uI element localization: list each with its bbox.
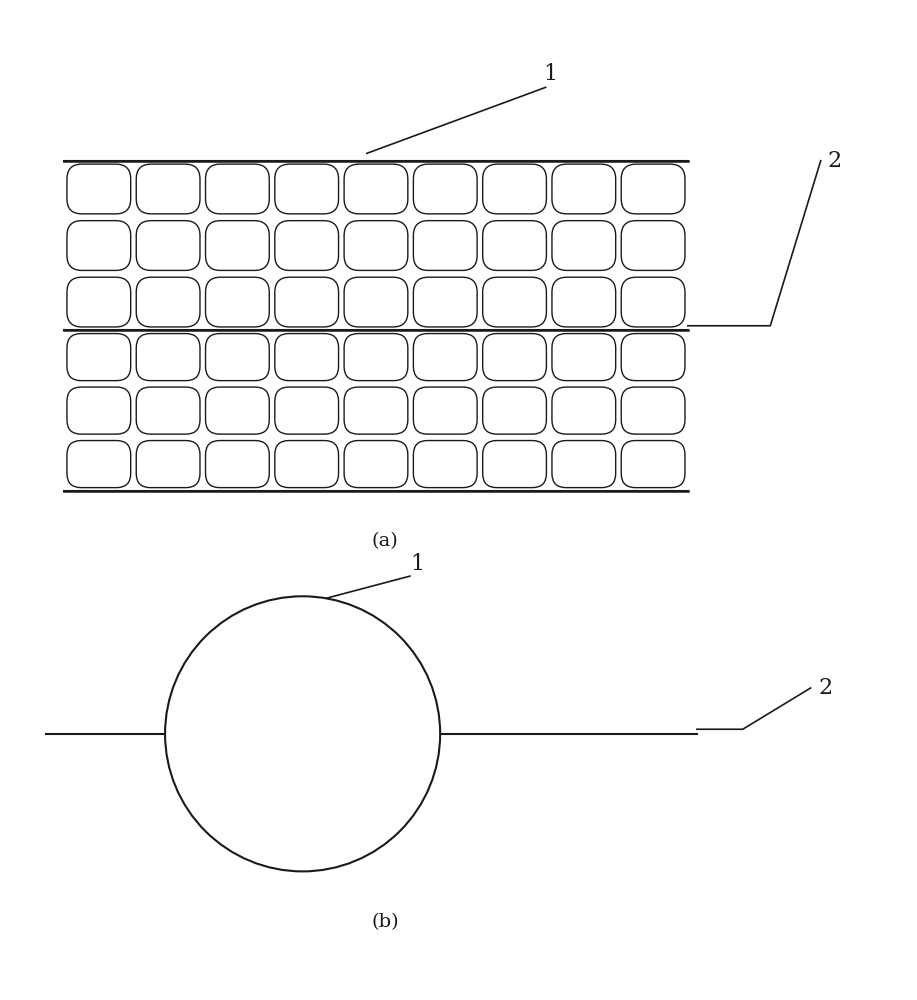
FancyBboxPatch shape (137, 441, 200, 488)
FancyBboxPatch shape (414, 277, 477, 327)
FancyBboxPatch shape (414, 334, 477, 381)
FancyBboxPatch shape (275, 441, 338, 488)
FancyBboxPatch shape (275, 334, 338, 381)
FancyBboxPatch shape (621, 164, 685, 214)
FancyBboxPatch shape (67, 221, 131, 270)
FancyBboxPatch shape (67, 277, 131, 327)
Text: 2: 2 (827, 150, 842, 172)
FancyBboxPatch shape (414, 221, 477, 270)
FancyBboxPatch shape (205, 387, 270, 434)
Text: 2: 2 (818, 677, 833, 699)
Text: (a): (a) (371, 532, 399, 550)
FancyBboxPatch shape (552, 221, 615, 270)
FancyBboxPatch shape (482, 164, 547, 214)
FancyBboxPatch shape (482, 334, 547, 381)
FancyBboxPatch shape (621, 221, 685, 270)
FancyBboxPatch shape (482, 441, 547, 488)
FancyBboxPatch shape (137, 221, 200, 270)
FancyBboxPatch shape (205, 334, 270, 381)
FancyBboxPatch shape (482, 387, 547, 434)
FancyBboxPatch shape (344, 387, 408, 434)
Text: (b): (b) (371, 913, 399, 931)
FancyBboxPatch shape (67, 441, 131, 488)
Text: 1: 1 (543, 63, 558, 85)
FancyBboxPatch shape (205, 164, 270, 214)
FancyBboxPatch shape (552, 441, 615, 488)
FancyBboxPatch shape (552, 387, 615, 434)
FancyBboxPatch shape (205, 277, 270, 327)
FancyBboxPatch shape (344, 164, 408, 214)
FancyBboxPatch shape (137, 387, 200, 434)
FancyBboxPatch shape (205, 441, 270, 488)
FancyBboxPatch shape (137, 277, 200, 327)
FancyBboxPatch shape (137, 334, 200, 381)
FancyBboxPatch shape (621, 387, 685, 434)
FancyBboxPatch shape (67, 334, 131, 381)
Text: 1: 1 (410, 553, 425, 575)
FancyBboxPatch shape (275, 164, 338, 214)
FancyBboxPatch shape (275, 387, 338, 434)
FancyBboxPatch shape (344, 441, 408, 488)
FancyBboxPatch shape (552, 334, 615, 381)
FancyBboxPatch shape (205, 221, 270, 270)
FancyBboxPatch shape (67, 164, 131, 214)
FancyBboxPatch shape (344, 334, 408, 381)
FancyBboxPatch shape (621, 441, 685, 488)
FancyBboxPatch shape (621, 334, 685, 381)
FancyBboxPatch shape (552, 164, 615, 214)
FancyBboxPatch shape (67, 387, 131, 434)
FancyBboxPatch shape (414, 387, 477, 434)
FancyBboxPatch shape (414, 164, 477, 214)
FancyBboxPatch shape (275, 277, 338, 327)
FancyBboxPatch shape (414, 441, 477, 488)
FancyBboxPatch shape (275, 221, 338, 270)
FancyBboxPatch shape (482, 221, 547, 270)
FancyBboxPatch shape (344, 221, 408, 270)
FancyBboxPatch shape (621, 277, 685, 327)
FancyBboxPatch shape (137, 164, 200, 214)
FancyBboxPatch shape (552, 277, 615, 327)
Circle shape (165, 596, 440, 871)
FancyBboxPatch shape (482, 277, 547, 327)
FancyBboxPatch shape (344, 277, 408, 327)
